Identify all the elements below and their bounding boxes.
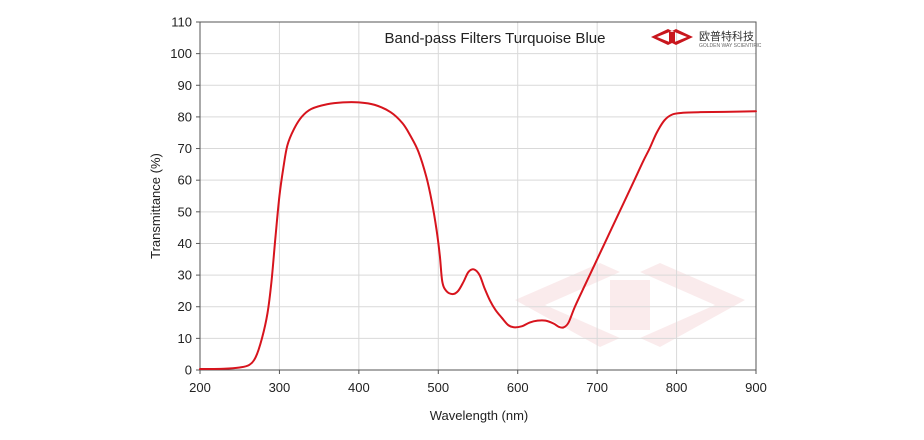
x-axis-ticks: 200 300 400 500 600 700 800 900 (189, 370, 767, 395)
transmittance-curve (199, 101, 757, 371)
plot-frame (199, 21, 757, 371)
y-tick-label: 70 (178, 141, 192, 156)
x-tick-label: 900 (745, 380, 767, 395)
x-axis-title: Wavelength (nm) (430, 408, 529, 423)
watermark-logo (515, 263, 745, 347)
x-tick-label: 300 (269, 380, 291, 395)
y-tick-label: 100 (170, 46, 192, 61)
x-tick-label: 200 (189, 380, 211, 395)
y-tick-label: 0 (185, 363, 192, 378)
y-tick-label: 10 (178, 331, 192, 346)
y-tick-label: 80 (178, 109, 192, 124)
logo-subtitle: GOLDEN WAY SCIENTIFIC (699, 43, 762, 49)
y-tick-label: 40 (178, 236, 192, 251)
logo-name: 欧普特科技 (699, 29, 754, 43)
x-tick-label: 700 (586, 380, 608, 395)
y-axis-title: Transmittance (%) (148, 153, 163, 259)
company-logo: 欧普特科技 GOLDEN WAY SCIENTIFIC (651, 29, 762, 49)
y-tick-label: 20 (178, 299, 192, 314)
x-tick-label: 400 (348, 380, 370, 395)
x-tick-label: 500 (427, 380, 449, 395)
y-tick-label: 110 (171, 15, 192, 30)
logo-mark-icon (651, 29, 693, 45)
grid-lines (199, 21, 757, 371)
y-axis-ticks: 0 10 20 30 40 50 60 70 80 90 100 110 (170, 15, 200, 378)
chart-title: Band-pass Filters Turquoise Blue (385, 30, 606, 47)
y-tick-label: 90 (178, 78, 192, 93)
y-tick-label: 60 (178, 173, 192, 188)
y-tick-label: 50 (178, 204, 192, 219)
x-tick-label: 600 (507, 380, 529, 395)
x-tick-label: 800 (666, 380, 688, 395)
y-tick-label: 30 (178, 268, 192, 283)
